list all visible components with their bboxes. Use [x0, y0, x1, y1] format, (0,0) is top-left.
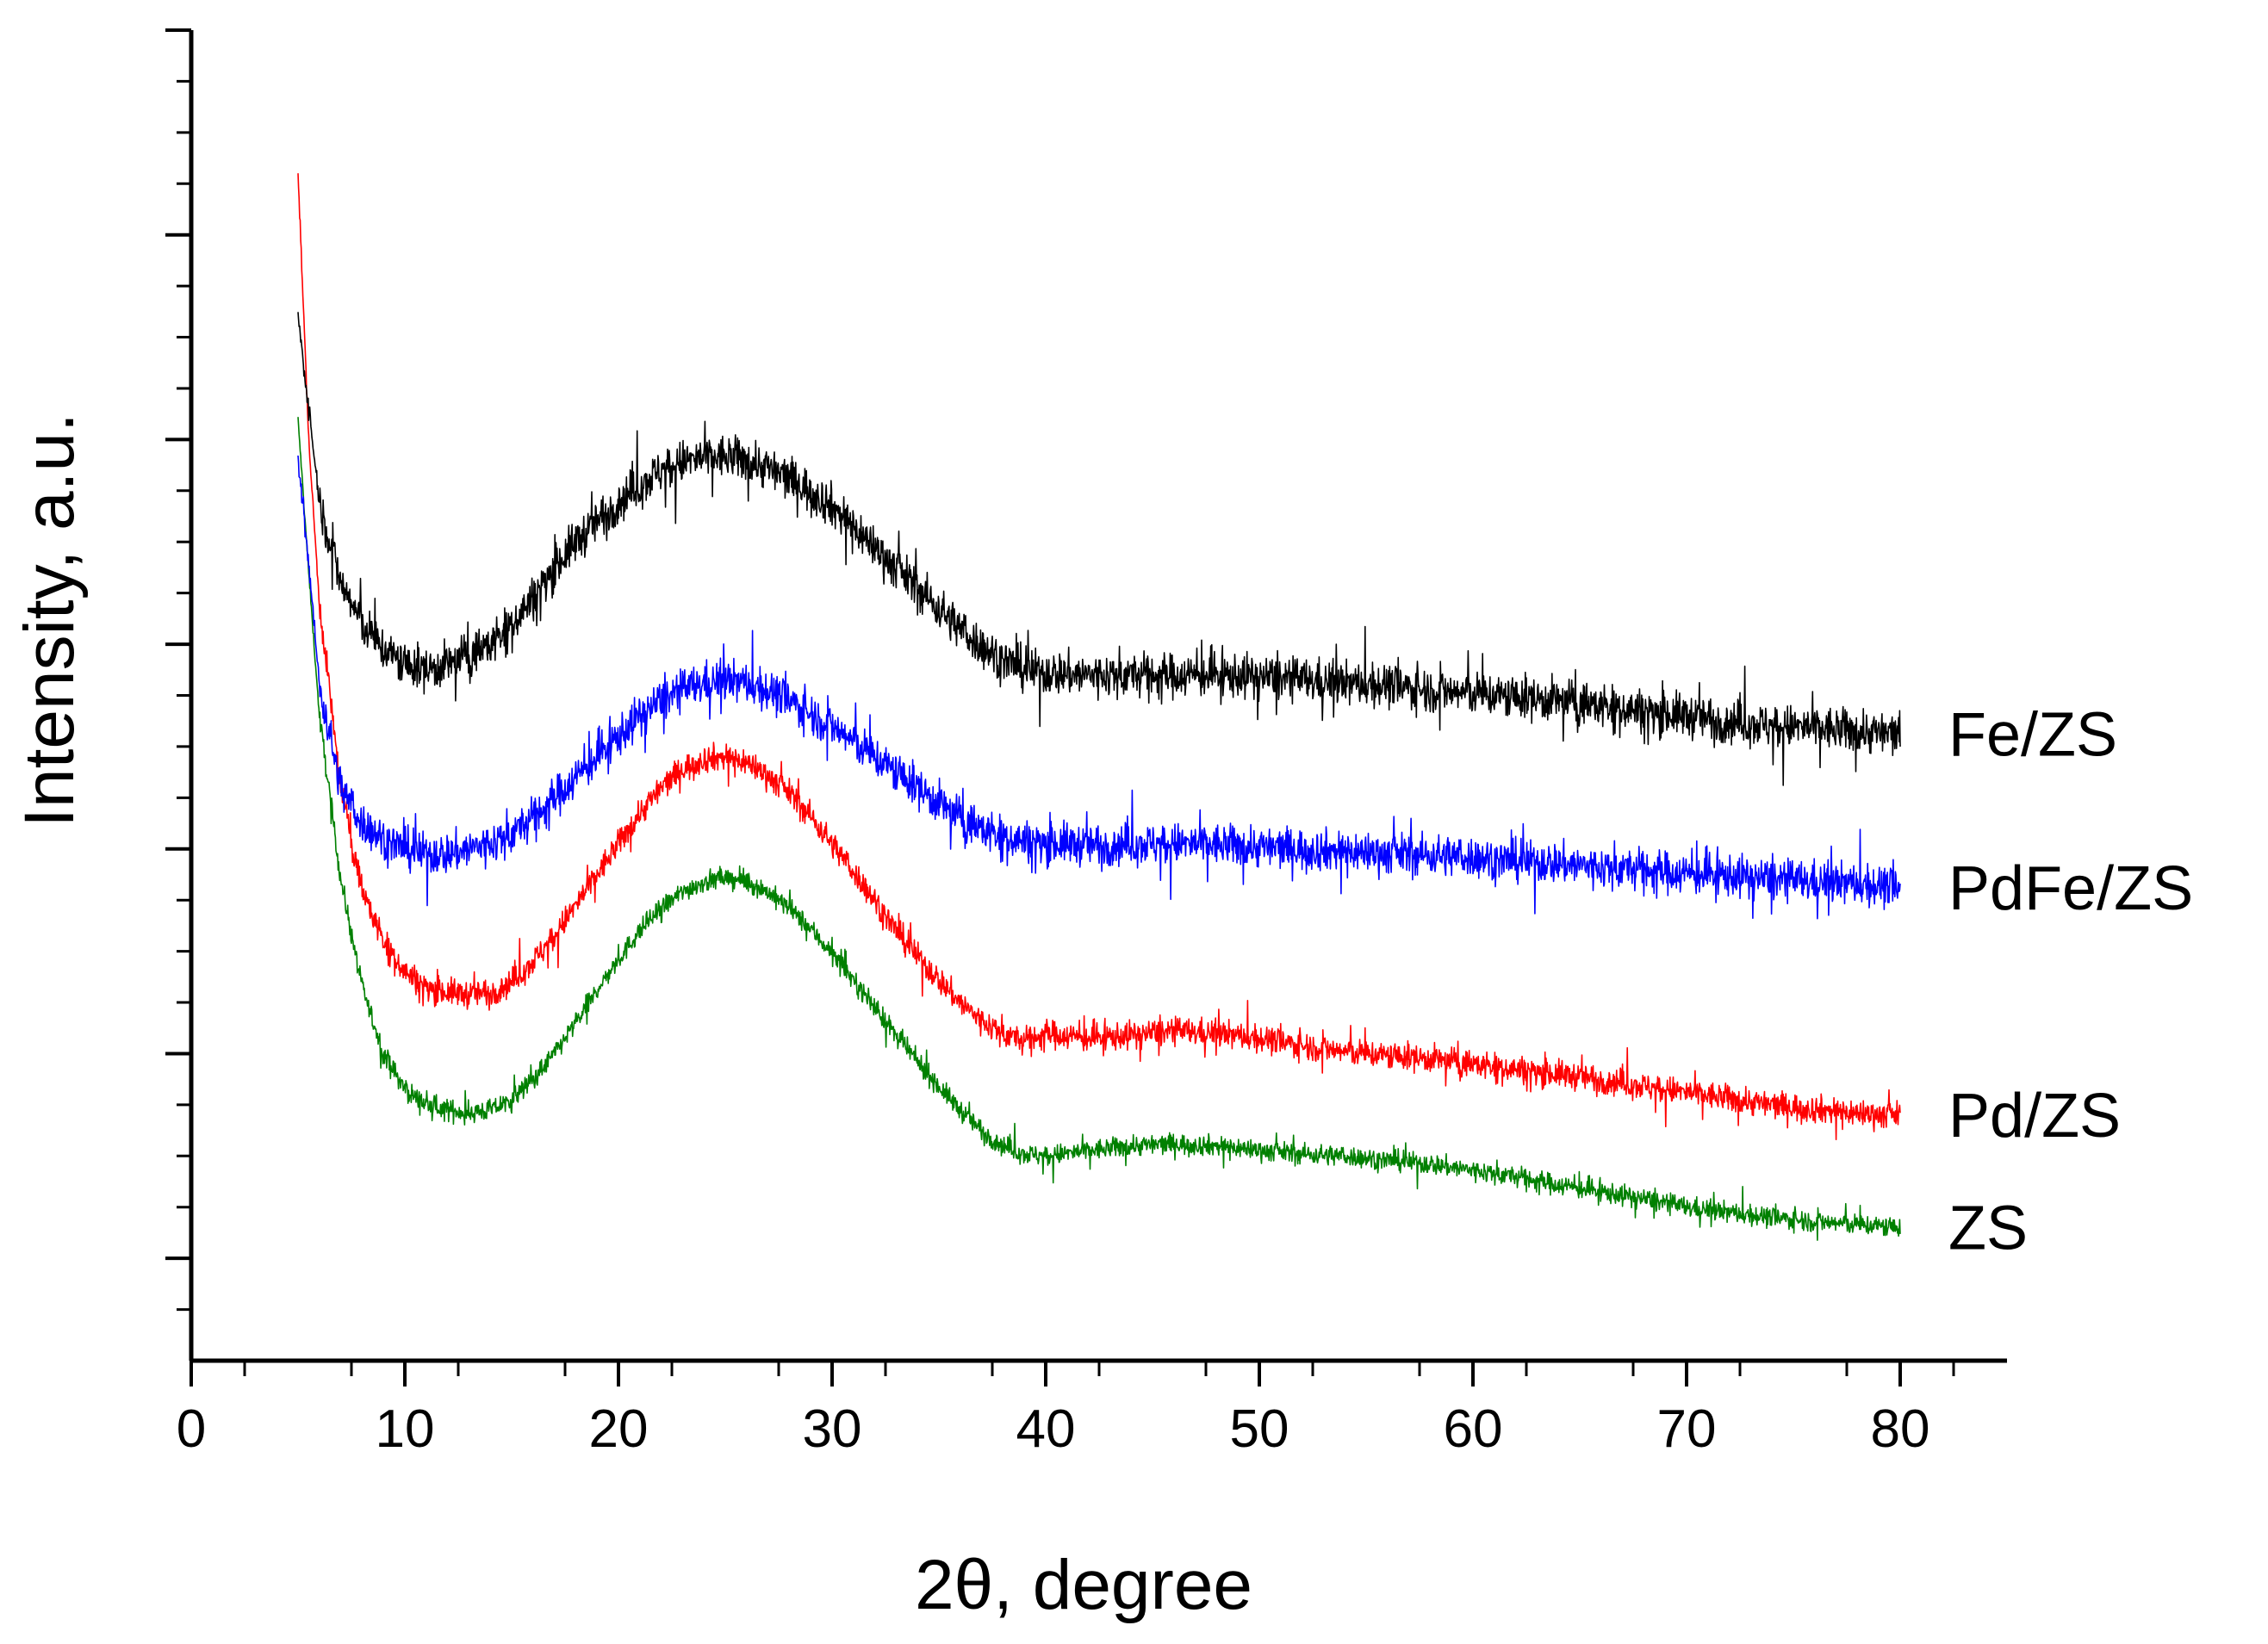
series-label-pd-zs: Pd/ZS [1948, 1082, 2121, 1151]
x-tick-label: 60 [1444, 1399, 1503, 1459]
x-tick-label: 40 [1016, 1399, 1076, 1459]
x-tick-label: 70 [1657, 1399, 1717, 1459]
series-label-fe-zs: Fe/ZS [1948, 701, 2117, 770]
series-label-pdfe-zs: PdFe/ZS [1948, 854, 2193, 923]
x-tick-label: 50 [1230, 1399, 1289, 1459]
series-layer [297, 173, 1901, 1241]
x-tick-label: 0 [177, 1399, 206, 1459]
labels-layer: ZS Pd/ZS PdFe/ZS Fe/ZS [1948, 701, 2193, 1263]
ticks-layer: 0 10 20 30 40 50 60 70 80 [165, 28, 1955, 1459]
x-tick-label: 30 [803, 1399, 862, 1459]
x-tick-label: 20 [589, 1399, 649, 1459]
series-label-zs: ZS [1948, 1194, 2028, 1263]
series-line-pdfe-zs [297, 455, 1901, 920]
x-tick-label: 10 [376, 1399, 435, 1459]
axes-layer: 0 10 20 30 40 50 60 70 80 [165, 28, 2007, 1459]
series-line-fe-zs [297, 312, 1901, 786]
y-axis-title: Intensity, a.u. [10, 413, 89, 828]
x-tick-label: 80 [1871, 1399, 1930, 1459]
x-axis-title: 2θ, degree [915, 1546, 1252, 1624]
series-line-zs [297, 417, 1901, 1241]
series-line-pd-zs [297, 173, 1901, 1140]
